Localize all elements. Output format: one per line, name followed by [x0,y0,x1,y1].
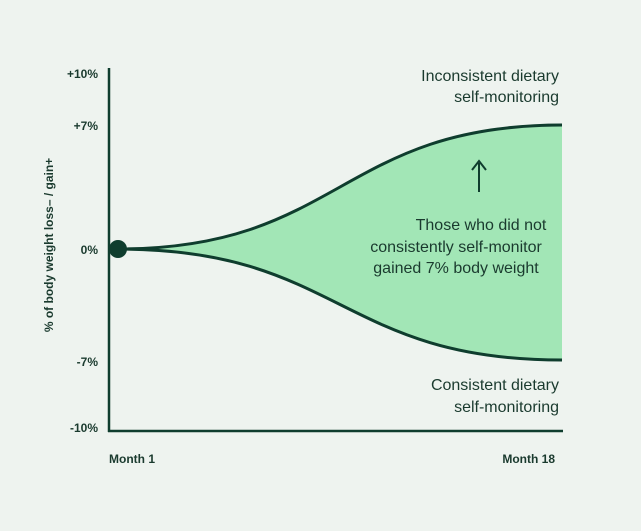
x-tick-label: Month 1 [109,452,155,466]
annotation-line: Those who did not [416,217,547,234]
upper-series-label: self-monitoring [454,89,559,106]
annotation-line: gained 7% body weight [373,260,539,277]
start-point [109,240,127,258]
consistent-series-line [117,247,563,362]
y-tick-label: +7% [74,119,99,133]
inconsistent-series-line [117,123,563,251]
lower-series-label: self-monitoring [454,399,559,416]
up-arrow-icon [471,159,487,192]
annotation-line: consistently self-monitor [370,239,542,256]
y-axis-label: % of body weight loss– / gain+ [42,158,56,332]
y-tick-label: 0% [81,243,99,257]
upper-series-label: Inconsistent dietary [421,68,559,85]
y-tick-label: -7% [77,355,99,369]
y-tick-label: -10% [70,421,98,435]
gain-area [118,125,562,360]
lower-series-label: Consistent dietary [431,377,559,394]
x-tick-label: Month 18 [502,452,555,466]
y-tick-label: +10% [67,67,98,81]
